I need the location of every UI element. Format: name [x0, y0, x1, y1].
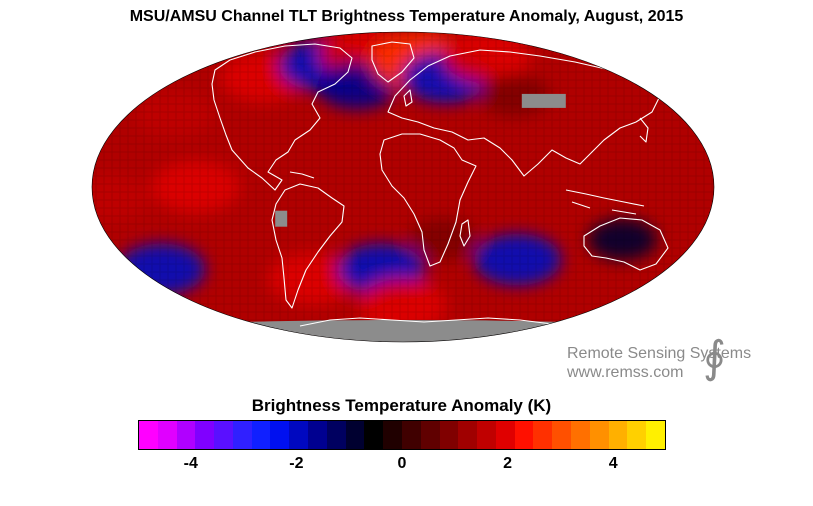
rss-logo-icon: ∮ [703, 332, 726, 383]
colorbar-segment [139, 421, 158, 449]
colorbar-segment [646, 421, 665, 449]
colorbar-segment [401, 421, 421, 449]
colorbar-segment [251, 421, 271, 449]
credit-organization: Remote Sensing Systems [567, 345, 752, 362]
colorbar-segment [458, 421, 478, 449]
coast-north-america [211, 43, 353, 191]
colorbar-segment [232, 421, 252, 449]
colorbar-segment [514, 421, 534, 449]
colorbar-segment [420, 421, 440, 449]
colorbar-segment [345, 421, 365, 449]
colorbar-segment [608, 421, 628, 449]
coastlines [211, 41, 697, 327]
colorbar-tick-label: -2 [289, 455, 304, 472]
coast-indonesia [565, 189, 645, 215]
colorbar-segment [589, 421, 609, 449]
coast-caribbean [289, 171, 315, 179]
colorbar-segment [570, 421, 590, 449]
colorbar-segment [176, 421, 196, 449]
colorbar-segment [214, 421, 233, 449]
colorbar [138, 420, 666, 450]
grid-texture [92, 32, 714, 342]
coast-madagascar [459, 219, 471, 247]
map-title: MSU/AMSU Channel TLT Brightness Temperat… [129, 8, 684, 25]
coast-greenland [371, 41, 415, 83]
colorbar-segment [552, 421, 571, 449]
coast-uk [403, 89, 413, 107]
no-data-patch [275, 210, 288, 227]
credit-website[interactable]: www.remss.com [567, 364, 684, 381]
coast-japan [639, 117, 649, 143]
colorbar-title: Brightness Temperature Anomaly (K) [251, 396, 552, 415]
colorbar-tick-label: 4 [608, 455, 618, 472]
no-data-patch [521, 93, 566, 108]
coast-africa [379, 133, 477, 267]
colorbar-segment [195, 421, 215, 449]
colorbar-segment [477, 421, 496, 449]
colorbar-segment [383, 421, 402, 449]
colorbar-segment [495, 421, 515, 449]
colorbar-segment [270, 421, 290, 449]
colorbar-segment [326, 421, 346, 449]
colorbar-tick-label: -4 [183, 455, 198, 472]
colorbar-tick-label: 2 [503, 455, 513, 472]
coast-eurasia [387, 49, 661, 177]
colorbar-segment [364, 421, 384, 449]
colorbar-tick-label: 0 [397, 455, 407, 472]
coast-antarctica [299, 317, 553, 327]
coast-south-america [271, 183, 345, 309]
colorbar-segment [308, 421, 327, 449]
coast-australia [583, 217, 669, 271]
colorbar-segment [439, 421, 459, 449]
colorbar-segment [289, 421, 309, 449]
colorbar-segment [157, 421, 177, 449]
coast-new-zealand [685, 261, 697, 287]
globe-outline [91, 31, 715, 343]
colorbar-segment [627, 421, 647, 449]
globe [92, 32, 714, 342]
colorbar-segment [533, 421, 553, 449]
